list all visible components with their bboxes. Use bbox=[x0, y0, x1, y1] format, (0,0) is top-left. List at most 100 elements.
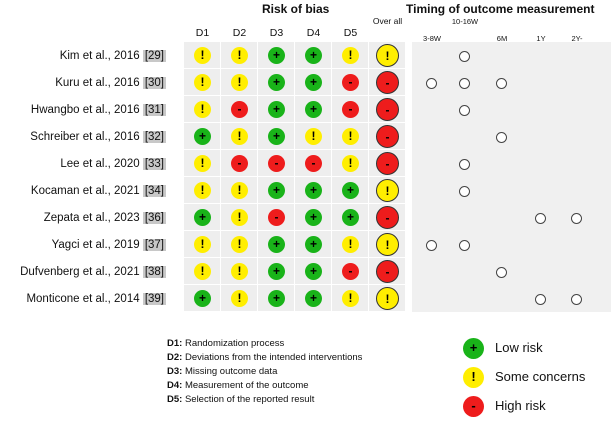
rating-g-icon: + bbox=[268, 236, 285, 253]
study-reference: [36] bbox=[142, 212, 166, 224]
rating-g-icon: + bbox=[305, 101, 322, 118]
rating-y-icon: ! bbox=[194, 74, 211, 91]
rating-g-icon: + bbox=[305, 290, 322, 307]
rating-cell: ! bbox=[332, 150, 369, 177]
overall-cell: ! bbox=[369, 231, 406, 258]
risk-of-bias-title: Risk of bias bbox=[262, 2, 330, 16]
domain-legend-key: D2: bbox=[167, 352, 183, 363]
rating-y-icon: ! bbox=[305, 128, 322, 145]
rating-y-icon: ! bbox=[194, 263, 211, 280]
rating-y-icon: ! bbox=[231, 209, 248, 226]
study-author: Lee et al., 2020 bbox=[60, 158, 143, 170]
study-author: Kuru et al., 2016 bbox=[55, 77, 143, 89]
rating-y-icon: ! bbox=[342, 47, 359, 64]
rating-r-icon: - bbox=[342, 101, 359, 118]
domain-legend-item: D3: Missing outcome data bbox=[167, 366, 277, 377]
timing-grid bbox=[412, 42, 611, 312]
rating-g-icon: + bbox=[305, 236, 322, 253]
rating-cell: - bbox=[332, 69, 369, 96]
rating-y-icon: ! bbox=[342, 290, 359, 307]
overall-cell: - bbox=[369, 204, 406, 231]
domain-header-d4: D4 bbox=[306, 27, 321, 39]
rating-y-icon: ! bbox=[231, 236, 248, 253]
study-label: Dufvenberg et al., 2021 [38] bbox=[20, 264, 166, 280]
rating-cell: ! bbox=[184, 69, 221, 96]
rating-cell: ! bbox=[221, 177, 258, 204]
study-reference: [37] bbox=[142, 239, 166, 251]
rating-cell: + bbox=[258, 231, 295, 258]
rating-cell: ! bbox=[184, 231, 221, 258]
rating-cell: ! bbox=[221, 69, 258, 96]
rating-y-icon: ! bbox=[231, 47, 248, 64]
overall-r-icon: - bbox=[376, 71, 399, 94]
rating-cell: ! bbox=[221, 123, 258, 150]
study-author: Kim et al., 2016 bbox=[59, 50, 143, 62]
rating-cell: + bbox=[295, 204, 332, 231]
overall-y-icon: ! bbox=[376, 233, 399, 256]
rating-cell: + bbox=[184, 204, 221, 231]
study-label: Monticone et al., 2014 [39] bbox=[26, 291, 166, 307]
domain-legend-key: D5: bbox=[167, 394, 183, 405]
rating-y-icon: ! bbox=[231, 263, 248, 280]
domain-legend-item: D5: Selection of the reported result bbox=[167, 394, 314, 405]
rating-r-icon: - bbox=[342, 263, 359, 280]
rating-cell: + bbox=[295, 96, 332, 123]
timing-marker-icon bbox=[459, 186, 470, 197]
study-label: Kocaman et al., 2021 [34] bbox=[31, 183, 166, 199]
rating-g-icon: + bbox=[268, 47, 285, 64]
overall-cell: ! bbox=[369, 285, 406, 312]
overall-y-icon: ! bbox=[376, 179, 399, 202]
overall-cell: ! bbox=[369, 177, 406, 204]
timing-marker-icon bbox=[571, 213, 582, 224]
rating-g-icon: + bbox=[305, 263, 322, 280]
rating-cell: + bbox=[295, 231, 332, 258]
timing-header-1: 10-16W bbox=[451, 17, 479, 26]
overall-cell: - bbox=[369, 96, 406, 123]
study-label: Kuru et al., 2016 [30] bbox=[55, 75, 166, 91]
rating-cell: ! bbox=[221, 204, 258, 231]
legend-y-icon: ! bbox=[463, 367, 484, 388]
rating-y-icon: ! bbox=[231, 182, 248, 199]
rating-y-icon: ! bbox=[194, 182, 211, 199]
rating-g-icon: + bbox=[268, 101, 285, 118]
domain-header-d3: D3 bbox=[269, 27, 284, 39]
domain-legend-text: Missing outcome data bbox=[182, 366, 278, 377]
study-reference: [29] bbox=[142, 50, 166, 62]
rating-cell: ! bbox=[332, 231, 369, 258]
rating-r-icon: - bbox=[268, 209, 285, 226]
rating-cell: - bbox=[332, 258, 369, 285]
rating-cell: ! bbox=[295, 123, 332, 150]
timing-marker-icon bbox=[426, 78, 437, 89]
study-label: Hwangbo et al., 2016 [31] bbox=[31, 102, 166, 118]
rating-cell: + bbox=[332, 177, 369, 204]
rating-g-icon: + bbox=[305, 74, 322, 91]
study-label: Lee et al., 2020 [33] bbox=[60, 156, 166, 172]
rating-cell: - bbox=[258, 204, 295, 231]
rating-cell: ! bbox=[221, 285, 258, 312]
rating-cell: + bbox=[258, 258, 295, 285]
rating-cell: - bbox=[332, 96, 369, 123]
overall-y-icon: ! bbox=[376, 287, 399, 310]
study-label: Schreiber et al., 2016 [32] bbox=[30, 129, 166, 145]
overall-cell: - bbox=[369, 258, 406, 285]
timing-marker-icon bbox=[459, 51, 470, 62]
rating-y-icon: ! bbox=[231, 128, 248, 145]
rating-cell: + bbox=[258, 123, 295, 150]
overall-r-icon: - bbox=[376, 152, 399, 175]
rating-cell: + bbox=[332, 204, 369, 231]
rating-r-icon: - bbox=[305, 155, 322, 172]
rating-cell: + bbox=[258, 285, 295, 312]
rating-cell: ! bbox=[332, 123, 369, 150]
rating-cell: - bbox=[221, 150, 258, 177]
rating-cell: + bbox=[184, 285, 221, 312]
study-label: Yagci et al., 2019 [37] bbox=[52, 237, 166, 253]
rating-cell: - bbox=[221, 96, 258, 123]
rating-g-icon: + bbox=[305, 182, 322, 199]
rating-g-icon: + bbox=[305, 209, 322, 226]
rating-y-icon: ! bbox=[342, 236, 359, 253]
domain-legend-text: Deviations from the intended interventio… bbox=[182, 352, 363, 363]
overall-r-icon: - bbox=[376, 98, 399, 121]
study-author: Schreiber et al., 2016 bbox=[30, 131, 143, 143]
rating-cell: + bbox=[295, 42, 332, 69]
